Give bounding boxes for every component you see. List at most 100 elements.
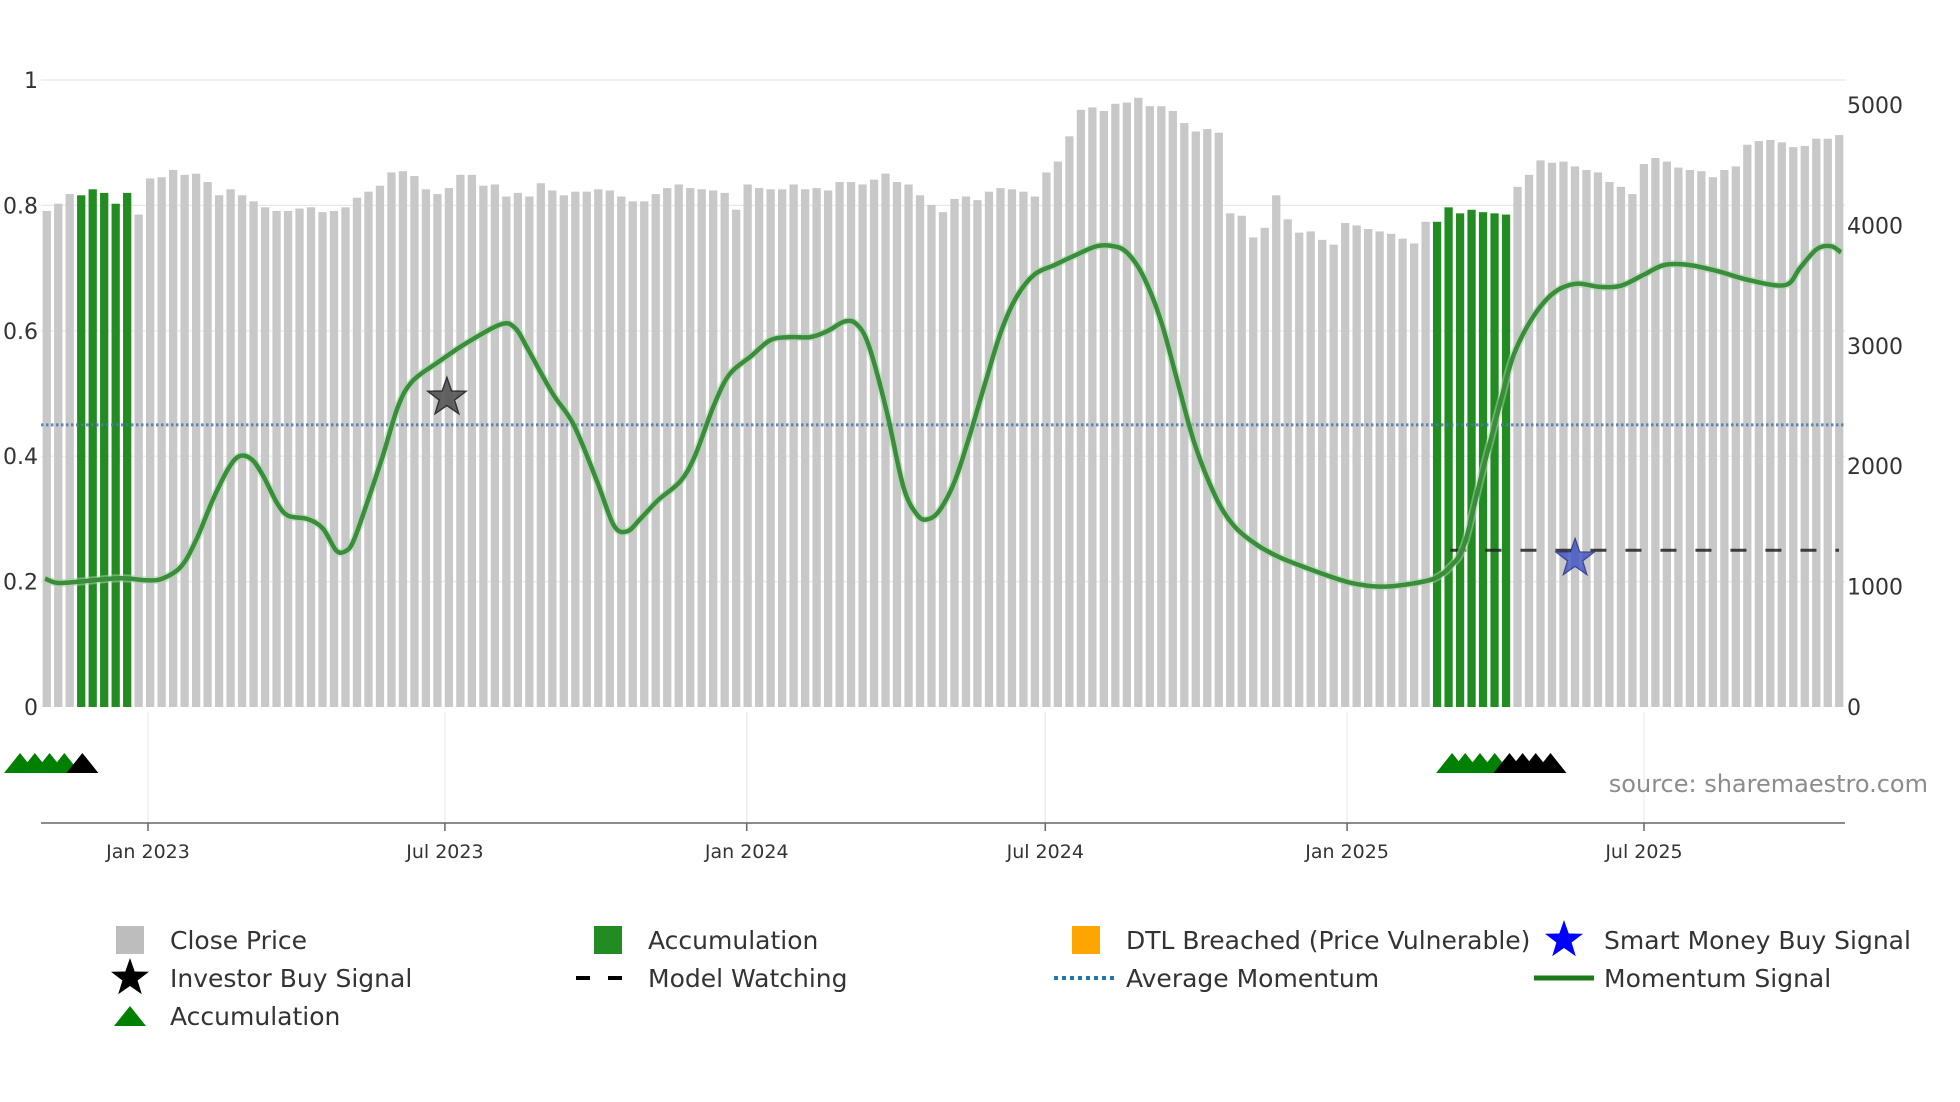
price-bar [467, 174, 477, 707]
price-bar [709, 190, 718, 708]
price-bar [1076, 109, 1086, 707]
price-bar [1329, 244, 1338, 707]
right-tick-label: 0 [1847, 696, 1861, 721]
price-bar [1030, 196, 1040, 707]
price-bar [594, 189, 603, 707]
legend-item: Accumulation [594, 926, 818, 955]
price-bar [686, 188, 695, 707]
price-bar [617, 196, 626, 707]
x-tick-label: Jan 2023 [105, 841, 190, 863]
price-bar [1203, 129, 1212, 707]
price-bar [1364, 229, 1373, 707]
accumulation-marker [66, 753, 99, 773]
legend-swatch [1072, 926, 1100, 954]
price-bar [283, 210, 293, 707]
tick-labels: 0 0.2 0.4 0.6 0.8 1 0 1000 2000 3000 4000 5000 Jan 2… [3, 69, 1903, 863]
price-bar [1375, 231, 1384, 708]
price-bar [306, 207, 316, 707]
price-bar [1386, 233, 1396, 707]
price-bar [1789, 147, 1798, 707]
price-bar [1318, 239, 1327, 707]
accumulation-bar [1432, 221, 1442, 708]
price-bar [536, 183, 545, 707]
price-bar [180, 174, 189, 707]
price-bar [479, 185, 488, 708]
price-bar [732, 209, 741, 707]
right-tick-label: 1000 [1847, 576, 1903, 601]
legend-swatch [594, 926, 622, 954]
price-bar [973, 200, 982, 707]
left-tick-label: 0 [24, 696, 38, 721]
legend: Close Price Accumulation DTL Breached (Pri… [111, 920, 1911, 1031]
legend-item: Model Watching [576, 964, 848, 993]
price-bar [984, 191, 994, 707]
price-bar [1697, 171, 1706, 708]
price-bar [1559, 161, 1568, 708]
price-bar [938, 212, 948, 707]
price-bar [628, 201, 637, 707]
price-bar [846, 182, 856, 707]
price-bar [65, 194, 74, 708]
accumulation-bar [1444, 207, 1453, 707]
accumulation-bar [1490, 213, 1499, 708]
legend-triangle-icon [114, 1006, 146, 1026]
accumulation-bar [1501, 214, 1511, 707]
price-bar [743, 184, 752, 707]
price-bar [226, 189, 235, 707]
legend-label: Close Price [170, 926, 307, 955]
price-bar [1800, 145, 1809, 707]
price-bar [559, 195, 568, 708]
price-bar [755, 188, 764, 707]
price-bar [490, 184, 500, 707]
price-bar [1226, 213, 1235, 708]
price-bar [1398, 238, 1407, 707]
legend-star-icon [1545, 920, 1583, 957]
price-bar [1007, 189, 1017, 707]
price-bar [1409, 243, 1419, 707]
price-bar [605, 190, 614, 708]
price-bar [1042, 172, 1051, 708]
legend-label: Average Momentum [1126, 964, 1379, 993]
price-bar [1122, 102, 1131, 708]
price-bar [915, 195, 925, 708]
price-bar [674, 184, 683, 707]
price-bar [502, 196, 511, 707]
price-bar [858, 184, 867, 707]
left-tick-label: 0.6 [3, 320, 38, 345]
price-bar [364, 191, 373, 707]
price-bar [1605, 182, 1614, 707]
x-tick-label: Jul 2025 [1604, 841, 1682, 863]
left-tick-label: 0.8 [3, 194, 38, 219]
price-bar [169, 170, 178, 707]
accumulation-bar [123, 192, 132, 707]
axes [41, 822, 1845, 831]
price-bar [398, 171, 408, 708]
price-bar [1570, 166, 1580, 707]
price-bar [1421, 221, 1430, 708]
price-bar [1754, 141, 1763, 707]
price-bar [950, 198, 959, 707]
price-bar [789, 184, 798, 707]
price-bar [1651, 157, 1660, 708]
price-bar [444, 188, 454, 707]
signal-layer [425, 375, 1596, 577]
price-bar [1674, 167, 1683, 708]
price-bar [1157, 106, 1166, 707]
price-bar [157, 177, 166, 708]
price-bar [1731, 166, 1740, 707]
price-bar [1639, 164, 1649, 707]
price-bar [881, 173, 890, 707]
momentum-signal-line [44, 242, 1843, 589]
legend-item: Average Momentum [1054, 964, 1379, 993]
legend-label: DTL Breached (Price Vulnerable) [1126, 926, 1530, 955]
price-bar [1685, 170, 1695, 707]
price-bar [1341, 222, 1350, 708]
price-bar [375, 185, 385, 708]
right-tick-label: 2000 [1847, 455, 1903, 480]
left-tick-label: 1 [24, 69, 38, 94]
accumulation-bar [88, 189, 97, 707]
price-bar [1306, 231, 1315, 708]
price-bar [433, 194, 442, 708]
price-bar [352, 197, 362, 707]
price-bar [1260, 227, 1269, 707]
